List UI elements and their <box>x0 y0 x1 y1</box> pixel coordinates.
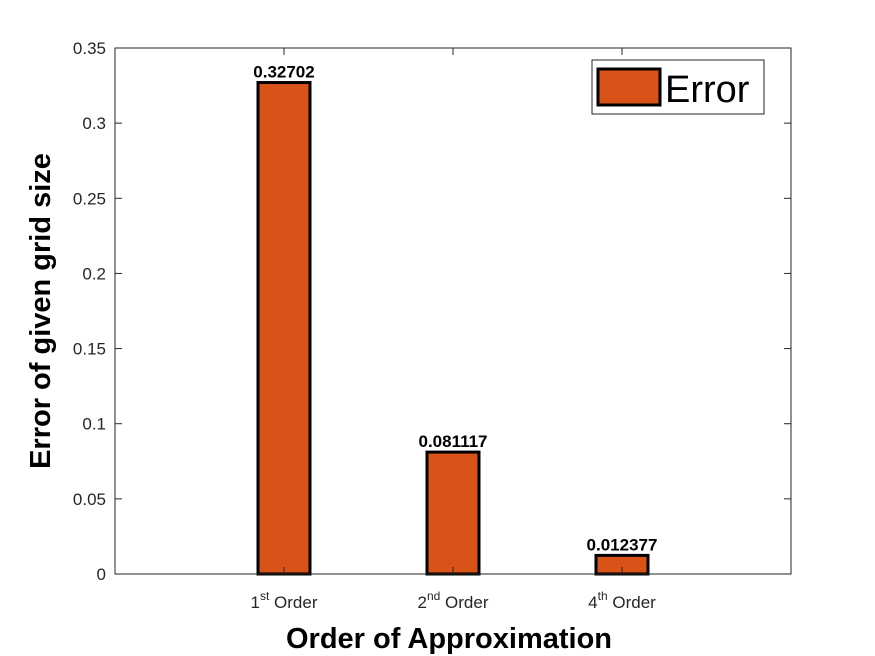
x-tick-label-suffix: nd <box>427 589 440 603</box>
x-tick-label-text: Order <box>269 593 318 612</box>
x-tick-label-text: Order <box>608 593 657 612</box>
y-tick-label-1: 0.05 <box>73 490 106 509</box>
x-tick-label-suffix: st <box>260 589 270 603</box>
y-tick-label-0: 0 <box>97 565 106 584</box>
y-tick-label-6: 0.3 <box>82 114 106 133</box>
x-axis-title: Order of Approximation <box>286 623 612 655</box>
x-ticks-group: 1st Order 2nd Order 4th Order <box>251 48 656 612</box>
x-tick-label-number: 4 <box>588 593 597 612</box>
data-label-1: 0.32702 <box>253 63 314 82</box>
x-tick-label-1: 1st Order <box>251 589 318 612</box>
bar-2 <box>425 450 481 576</box>
y-axis-title: Error of given grid size <box>25 153 57 469</box>
x-tick-label-number: 1 <box>251 593 260 612</box>
x-tick-label-text: Order <box>440 593 489 612</box>
bar-1 <box>256 81 312 576</box>
y-ticks-group: 0 0.05 0.1 0.15 0.2 0.25 0.3 0.35 <box>73 39 791 584</box>
x-tick-label-number: 2 <box>417 593 426 612</box>
y-tick-label-2: 0.1 <box>82 415 106 434</box>
data-label-2: 0.081117 <box>418 432 487 451</box>
x-tick-label-3: 4th Order <box>588 589 656 612</box>
y-tick-label-4: 0.2 <box>82 264 106 283</box>
x-tick-label-2: 2nd Order <box>417 589 488 612</box>
bars-group <box>256 81 650 576</box>
y-tick-label-5: 0.25 <box>73 189 106 208</box>
data-label-3: 0.012377 <box>587 535 658 554</box>
legend-swatch <box>596 67 662 107</box>
data-labels-group: 0.32702 0.081117 0.012377 <box>253 63 657 555</box>
x-tick-label-suffix: th <box>598 589 608 603</box>
legend: Error <box>591 59 765 115</box>
y-tick-label-7: 0.35 <box>73 39 106 58</box>
legend-entry-error: Error <box>665 69 750 111</box>
y-tick-label-3: 0.15 <box>73 340 106 359</box>
